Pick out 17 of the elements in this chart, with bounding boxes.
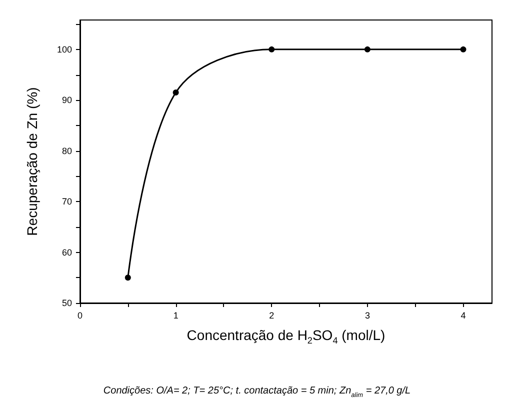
y-axis-title: Recuperação de Zn (%) (24, 87, 40, 236)
x-tick-label: 1 (173, 310, 178, 320)
x-tick-label: 4 (460, 310, 466, 320)
y-tick-label: 100 (56, 44, 72, 54)
y-tick-label: 70 (62, 196, 72, 207)
x-tick-label: 2 (269, 310, 274, 320)
point (172, 90, 179, 96)
point (460, 46, 466, 52)
y-tick-label: 60 (62, 247, 72, 258)
y-tick-label: 90 (62, 95, 72, 106)
x-tick-label: 0 (77, 310, 83, 320)
point (268, 46, 275, 52)
y-tick-label: 50 (62, 298, 72, 308)
point (124, 274, 131, 281)
y-tick-label: 80 (62, 146, 72, 156)
x-tick-label: 3 (364, 310, 370, 320)
point (364, 46, 370, 52)
